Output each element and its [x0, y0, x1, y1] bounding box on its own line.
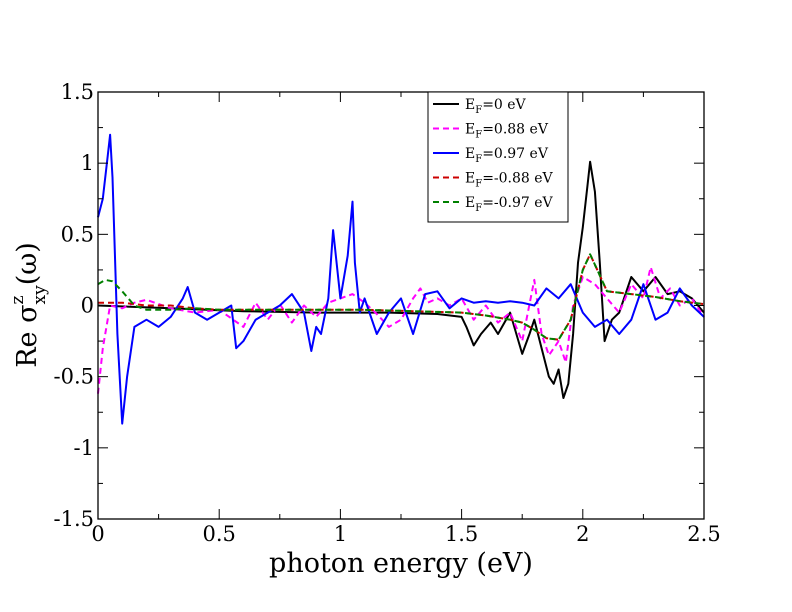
legend-label-rest: =0.97 eV	[482, 146, 549, 162]
legend-label-0: EF=0 eV	[465, 97, 527, 116]
legend-label-4: EF=-0.97 eV	[465, 195, 554, 214]
x-tick-label: 1.5	[445, 522, 478, 546]
y-tick-label: 0	[81, 294, 94, 318]
legend-label-base: E	[465, 146, 475, 162]
x-tick-label: 2.5	[687, 522, 720, 546]
legend-label-sub: F	[475, 130, 482, 141]
x-tick-label: 1	[334, 522, 347, 546]
x-axis-title: photon energy (eV)	[269, 548, 533, 579]
y-axis-title-subscript: xy	[30, 285, 50, 305]
series-line-4	[97, 253, 705, 341]
y-tick-label: -1	[74, 436, 94, 460]
y-tick-label: 0.5	[61, 222, 94, 246]
legend-label-base: E	[465, 122, 475, 138]
legend-label-sub: F	[475, 203, 482, 214]
y-axis-title: Re σz xy(ω)	[8, 242, 50, 368]
x-tick-label: 0	[91, 522, 104, 546]
legend-label-rest: =-0.97 eV	[482, 195, 553, 211]
legend-label-base: E	[465, 171, 475, 187]
legend-label-2: EF=0.97 eV	[465, 146, 549, 165]
legend-label-rest: =-0.88 eV	[482, 171, 553, 187]
ticks-layer	[97, 91, 705, 520]
legend-label-base: E	[465, 97, 475, 113]
legend-label-rest: =0.88 eV	[482, 122, 549, 138]
y-tick-label: 1.5	[61, 80, 94, 104]
y-axis-title-superscript: z	[8, 295, 28, 304]
y-tick-label: 1	[81, 151, 94, 175]
legend-label-3: EF=-0.88 eV	[465, 171, 554, 190]
y-axis-title-main: Re σ	[12, 304, 43, 367]
series-line-1	[97, 266, 705, 394]
legend-label-sub: F	[475, 105, 482, 116]
series-line-0	[97, 160, 705, 399]
legend-label-rest: =0 eV	[482, 97, 526, 113]
legend-label-sub: F	[475, 154, 482, 165]
x-tick-label: 2	[576, 522, 589, 546]
y-tick-label: -0.5	[54, 365, 95, 389]
tick-labels-layer: 0 0.5 1 1.5 2 2.5 -1.5 -1 -0.5 0 0.5 1 1.5	[54, 80, 721, 546]
series-layer	[97, 133, 705, 425]
y-axis-title-suffix: (ω)	[12, 242, 43, 285]
legend-label-base: E	[465, 195, 475, 211]
y-tick-label: -1.5	[54, 507, 95, 531]
legend-label-1: EF=0.88 eV	[465, 122, 549, 141]
legend-label-sub: F	[475, 179, 482, 190]
legend-box	[427, 91, 569, 223]
x-tick-label: 0.5	[202, 522, 235, 546]
